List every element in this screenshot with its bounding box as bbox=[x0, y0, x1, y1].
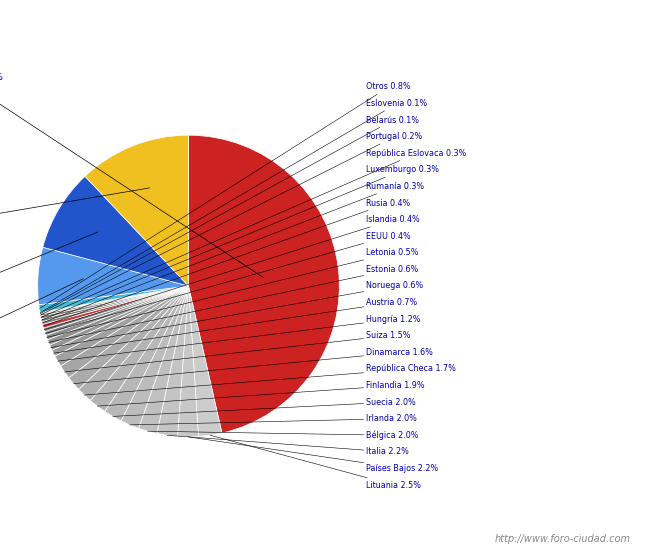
Text: Otros 0.8%: Otros 0.8% bbox=[40, 82, 411, 309]
Text: Santiago del Teide - Turistas extranjeros según país - Abril de 2024: Santiago del Teide - Turistas extranjero… bbox=[102, 12, 548, 24]
Text: Belarús 0.1%: Belarús 0.1% bbox=[40, 116, 419, 314]
Text: Alemania 12.0%: Alemania 12.0% bbox=[0, 188, 150, 233]
Text: Noruega 0.6%: Noruega 0.6% bbox=[51, 282, 424, 348]
Wedge shape bbox=[38, 248, 188, 305]
Text: Finlandia 1.9%: Finlandia 1.9% bbox=[98, 381, 425, 406]
Text: http://www.foro-ciudad.com: http://www.foro-ciudad.com bbox=[495, 535, 630, 544]
Text: Eslovenia 0.1%: Eslovenia 0.1% bbox=[40, 99, 428, 313]
Text: EEUU 0.4%: EEUU 0.4% bbox=[46, 232, 411, 333]
Wedge shape bbox=[177, 286, 198, 437]
Text: Estonia 0.6%: Estonia 0.6% bbox=[49, 265, 419, 342]
Text: Francia 8.8%: Francia 8.8% bbox=[0, 232, 98, 318]
Text: Dinamarca 1.6%: Dinamarca 1.6% bbox=[73, 348, 434, 384]
Text: Rusia 0.4%: Rusia 0.4% bbox=[43, 199, 411, 326]
Wedge shape bbox=[39, 286, 188, 312]
Text: República Eslovaca 0.3%: República Eslovaca 0.3% bbox=[41, 149, 467, 317]
Wedge shape bbox=[43, 286, 188, 328]
Text: Polonia 6.1%: Polonia 6.1% bbox=[0, 279, 83, 369]
Wedge shape bbox=[43, 177, 188, 286]
Text: Italia 2.2%: Italia 2.2% bbox=[167, 435, 410, 456]
Text: Irlanda 2.0%: Irlanda 2.0% bbox=[130, 414, 417, 425]
Text: Reino Unido 46.3%: Reino Unido 46.3% bbox=[0, 73, 263, 278]
Text: Hungría 1.2%: Hungría 1.2% bbox=[58, 315, 421, 361]
Wedge shape bbox=[40, 286, 188, 313]
Wedge shape bbox=[79, 286, 188, 400]
Wedge shape bbox=[49, 286, 188, 350]
Wedge shape bbox=[188, 135, 339, 433]
Text: Bélgica 2.0%: Bélgica 2.0% bbox=[148, 431, 419, 440]
Wedge shape bbox=[45, 286, 188, 335]
Text: Suiza 1.5%: Suiza 1.5% bbox=[64, 331, 411, 372]
Text: Letonia 0.5%: Letonia 0.5% bbox=[47, 248, 419, 338]
Wedge shape bbox=[42, 286, 188, 322]
Text: Lituania 2.5%: Lituania 2.5% bbox=[211, 435, 421, 490]
Wedge shape bbox=[55, 286, 188, 366]
Wedge shape bbox=[60, 286, 188, 378]
Wedge shape bbox=[52, 286, 188, 356]
Wedge shape bbox=[121, 286, 188, 428]
Wedge shape bbox=[138, 286, 188, 433]
Wedge shape bbox=[46, 286, 188, 340]
Wedge shape bbox=[47, 286, 188, 345]
Text: Portugal 0.2%: Portugal 0.2% bbox=[40, 132, 423, 315]
Wedge shape bbox=[41, 286, 188, 319]
Text: Países Bajos 2.2%: Países Bajos 2.2% bbox=[188, 437, 439, 473]
Text: Rumanía 0.3%: Rumanía 0.3% bbox=[42, 182, 424, 323]
Wedge shape bbox=[85, 135, 188, 286]
Wedge shape bbox=[42, 286, 188, 324]
Wedge shape bbox=[40, 286, 188, 314]
Text: Luxemburgo 0.3%: Luxemburgo 0.3% bbox=[42, 166, 439, 320]
Wedge shape bbox=[157, 286, 188, 436]
Text: República Checa 1.7%: República Checa 1.7% bbox=[84, 365, 456, 395]
Text: Austria 0.7%: Austria 0.7% bbox=[53, 298, 418, 353]
Wedge shape bbox=[69, 286, 188, 389]
Wedge shape bbox=[105, 286, 188, 421]
Text: Suecia 2.0%: Suecia 2.0% bbox=[112, 398, 416, 416]
Text: Islandia 0.4%: Islandia 0.4% bbox=[44, 215, 420, 330]
Wedge shape bbox=[44, 286, 188, 332]
Wedge shape bbox=[90, 286, 188, 411]
Wedge shape bbox=[188, 286, 222, 437]
Wedge shape bbox=[40, 286, 188, 316]
